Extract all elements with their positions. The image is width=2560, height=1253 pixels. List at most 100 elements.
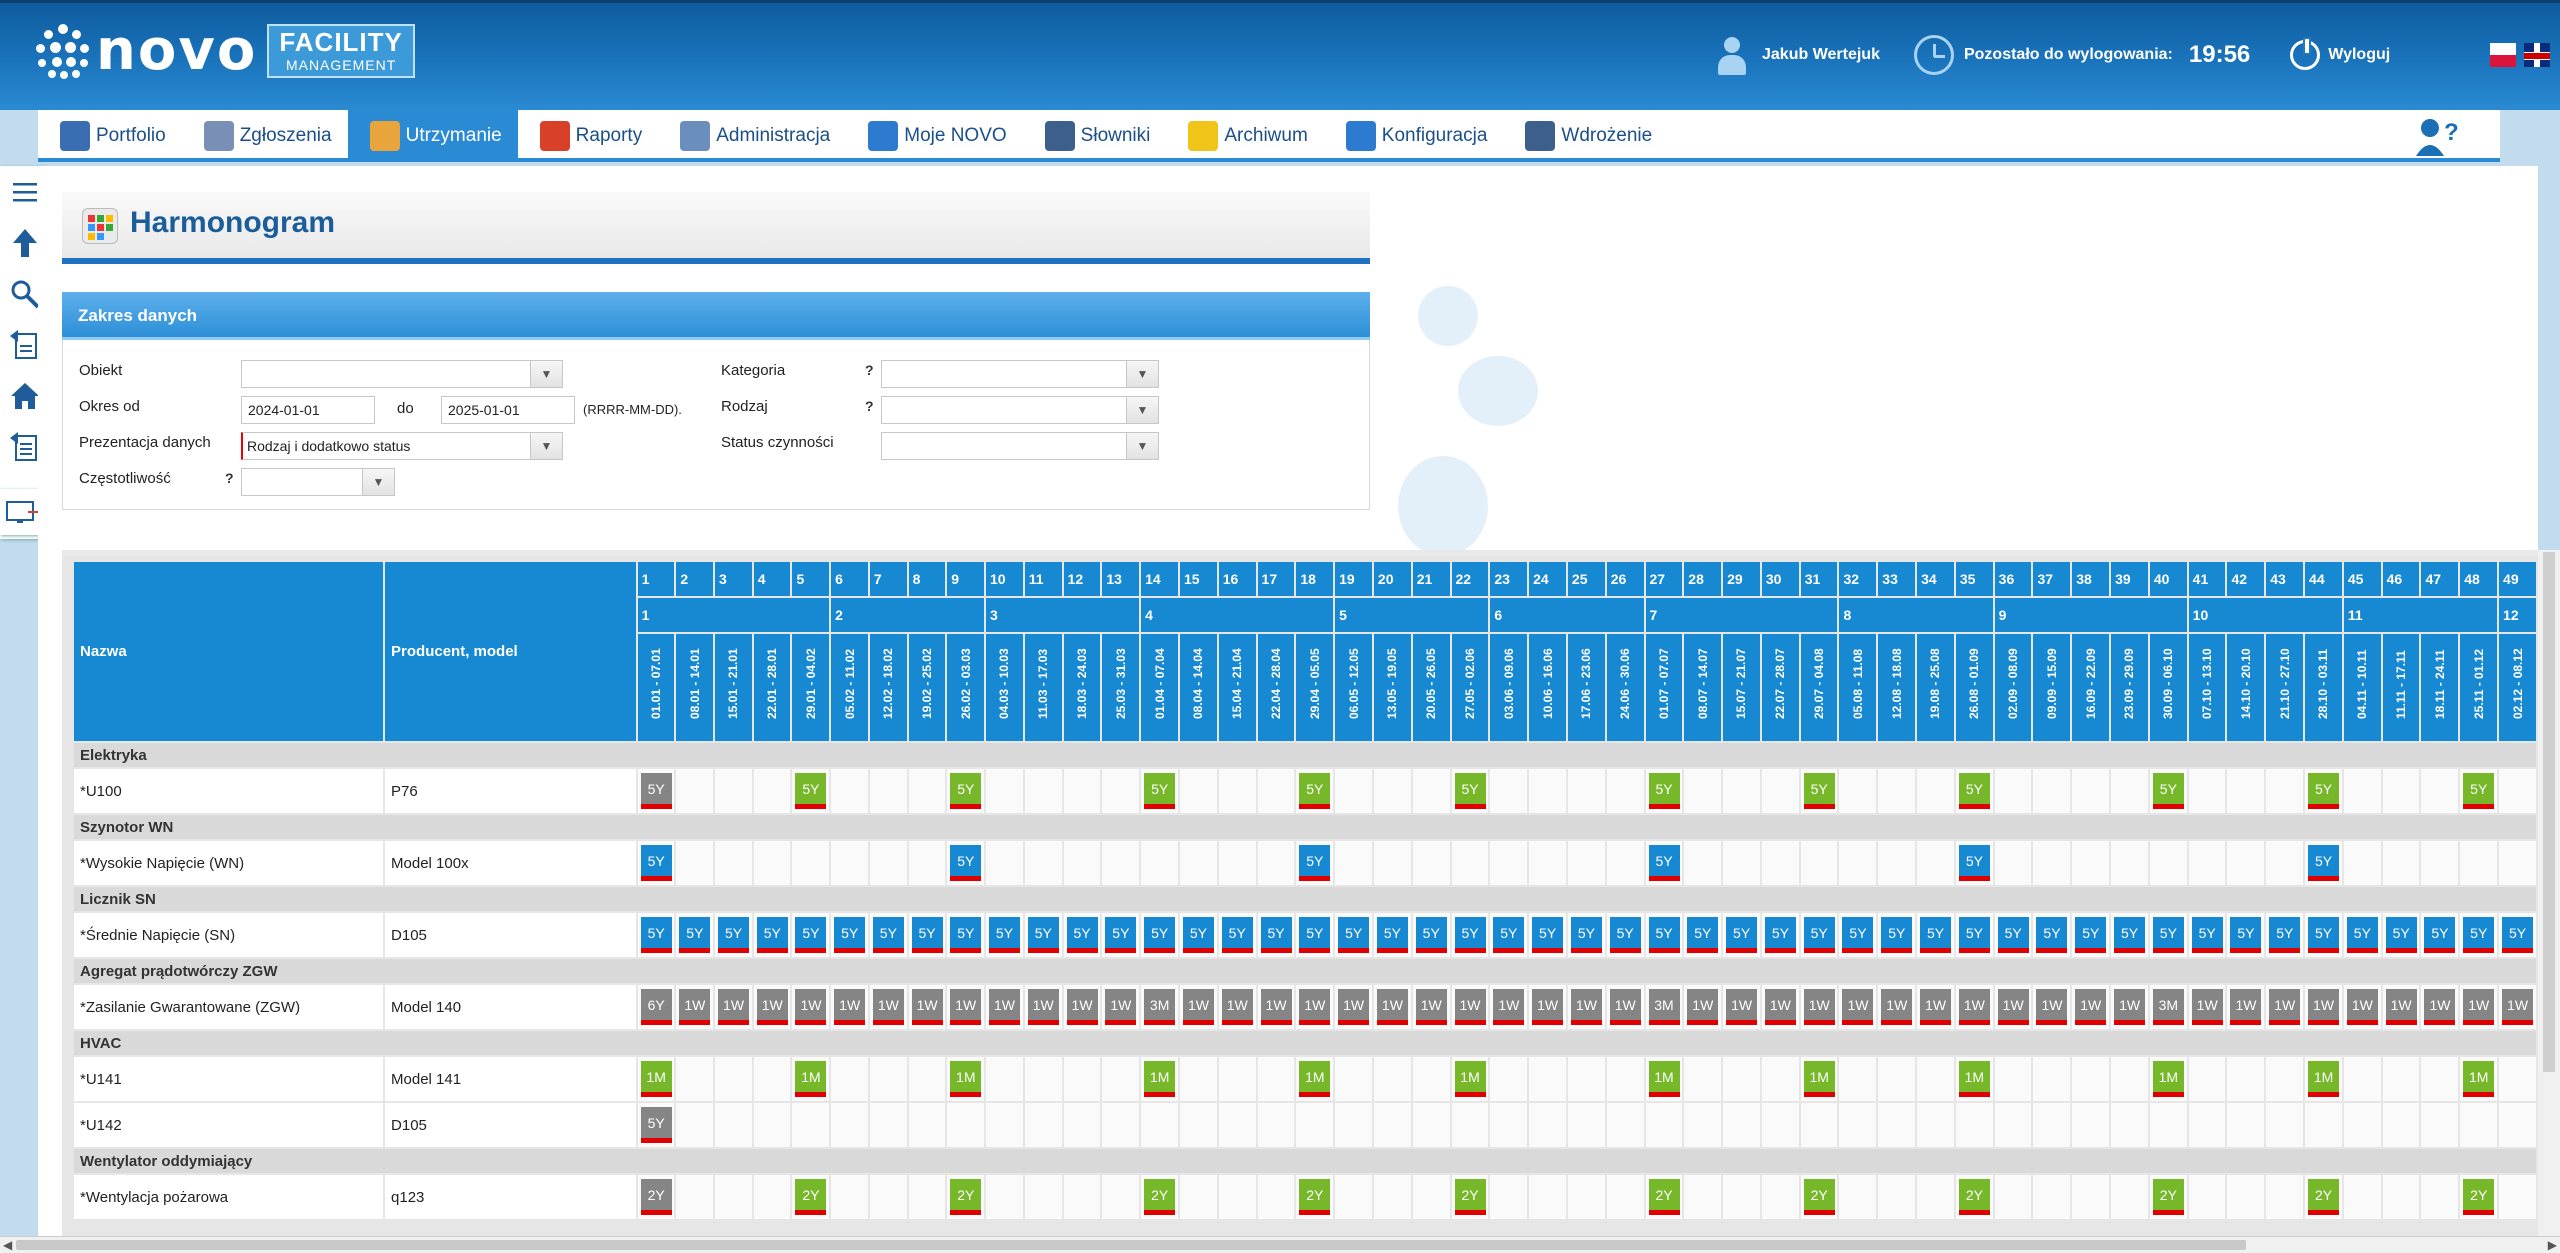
maintenance-badge[interactable]: 2Y — [950, 1179, 982, 1215]
schedule-cell[interactable] — [1994, 1103, 2032, 1147]
schedule-cell[interactable]: 1M — [637, 1057, 675, 1101]
maintenance-badge[interactable]: 1W — [2463, 989, 2495, 1025]
schedule-cell[interactable]: 1W — [1218, 985, 1256, 1029]
schedule-cell[interactable] — [1335, 1175, 1372, 1219]
schedule-cell[interactable]: 5Y — [753, 913, 791, 957]
chevron-down-icon[interactable]: ▼ — [362, 469, 394, 495]
schedule-cell[interactable]: 1W — [1567, 985, 1605, 1029]
scroll-right-icon[interactable]: ▶ — [2547, 1238, 2557, 1252]
filter-section-header[interactable]: Zakres danych — [62, 292, 1370, 340]
arrow-up-icon[interactable] — [0, 217, 50, 268]
schedule-cell[interactable]: 5Y — [2033, 913, 2071, 957]
schedule-cell[interactable] — [2266, 841, 2304, 885]
schedule-cell[interactable] — [1412, 769, 1450, 813]
maintenance-badge[interactable]: 5Y — [950, 845, 982, 881]
column-header-name[interactable]: Nazwa — [74, 562, 384, 741]
logout-link[interactable]: Wyloguj — [2328, 46, 2391, 63]
schedule-cell[interactable]: 1M — [2305, 1057, 2342, 1101]
schedule-cell[interactable] — [831, 1057, 868, 1101]
maintenance-badge[interactable]: 1W — [911, 989, 943, 1025]
maintenance-badge[interactable]: 2Y — [1454, 1179, 1486, 1215]
maintenance-badge[interactable]: 1W — [1920, 989, 1952, 1025]
maintenance-badge[interactable]: 1W — [1027, 989, 1059, 1025]
schedule-cell[interactable]: 1W — [2188, 985, 2226, 1029]
maintenance-badge[interactable]: 1W — [756, 989, 788, 1025]
maintenance-badge[interactable]: 5Y — [988, 917, 1020, 953]
schedule-cell[interactable]: 1W — [1373, 985, 1411, 1029]
schedule-cell[interactable] — [1373, 1057, 1411, 1101]
maintenance-badge[interactable]: 5Y — [2502, 917, 2534, 953]
schedule-cell[interactable]: 3M — [2149, 985, 2187, 1029]
maintenance-badge[interactable]: 1W — [1687, 989, 1719, 1025]
maintenance-badge[interactable]: 1M — [2308, 1061, 2340, 1097]
schedule-cell[interactable]: 5Y — [1800, 913, 1838, 957]
maintenance-badge[interactable]: 5Y — [640, 1107, 672, 1143]
maintenance-badge[interactable]: 1W — [1881, 989, 1913, 1025]
schedule-cell[interactable] — [1024, 1103, 1062, 1147]
maintenance-badge[interactable]: 1W — [1958, 989, 1990, 1025]
schedule-cell[interactable] — [2382, 1057, 2420, 1101]
schedule-cell[interactable]: 1W — [676, 985, 714, 1029]
maintenance-badge[interactable]: 1W — [872, 989, 904, 1025]
maintenance-badge[interactable]: 5Y — [1997, 917, 2029, 953]
schedule-cell[interactable] — [1606, 1103, 1644, 1147]
nav-item-1[interactable]: Zgłoszenia — [182, 110, 348, 162]
schedule-cell[interactable] — [1567, 1057, 1605, 1101]
maintenance-badge[interactable]: 1W — [1221, 989, 1253, 1025]
czestotliwosc-select[interactable]: ▼ — [241, 468, 395, 496]
schedule-cell[interactable] — [1878, 769, 1916, 813]
schedule-cell[interactable]: 1W — [2111, 985, 2148, 1029]
schedule-cell[interactable]: 5Y — [1257, 913, 1295, 957]
column-header-model[interactable]: Producent, model — [385, 562, 636, 741]
schedule-cell[interactable] — [985, 1057, 1023, 1101]
maintenance-badge[interactable]: 5Y — [795, 917, 827, 953]
schedule-cell[interactable]: 5Y — [947, 841, 984, 885]
schedule-cell[interactable] — [715, 1103, 752, 1147]
maintenance-badge[interactable]: 1W — [1493, 989, 1525, 1025]
maintenance-badge[interactable]: 2Y — [640, 1179, 672, 1215]
schedule-cell[interactable] — [1451, 1103, 1489, 1147]
schedule-cell[interactable]: 5Y — [792, 769, 830, 813]
maintenance-badge[interactable]: 5Y — [2424, 917, 2456, 953]
scrollbar-thumb[interactable] — [16, 1240, 2246, 1250]
maintenance-badge[interactable]: 5Y — [1570, 917, 1602, 953]
maintenance-badge[interactable]: 2Y — [2152, 1179, 2184, 1215]
maintenance-badge[interactable]: 5Y — [2308, 773, 2340, 809]
chevron-down-icon[interactable]: ▼ — [1126, 397, 1158, 423]
schedule-cell[interactable] — [1102, 1103, 1140, 1147]
schedule-cell[interactable] — [1567, 769, 1605, 813]
schedule-cell[interactable]: 5Y — [1179, 913, 1217, 957]
maintenance-badge[interactable]: 1W — [1803, 989, 1835, 1025]
maintenance-badge[interactable]: 5Y — [1182, 917, 1214, 953]
schedule-cell[interactable] — [2072, 1057, 2110, 1101]
maintenance-badge[interactable]: 1W — [834, 989, 866, 1025]
maintenance-badge[interactable]: 3M — [1144, 989, 1176, 1025]
schedule-cell[interactable]: 1W — [1335, 985, 1372, 1029]
schedule-cell[interactable]: 5Y — [2499, 913, 2536, 957]
kategoria-select[interactable]: ▼ — [881, 360, 1159, 388]
schedule-cell[interactable] — [1024, 841, 1062, 885]
maintenance-badge[interactable]: 5Y — [950, 773, 982, 809]
schedule-cell[interactable] — [676, 769, 714, 813]
chevron-down-icon[interactable]: ▼ — [1126, 361, 1158, 387]
rodzaj-select[interactable]: ▼ — [881, 396, 1159, 424]
maintenance-badge[interactable]: 5Y — [2152, 917, 2184, 953]
chevron-down-icon[interactable]: ▼ — [1126, 433, 1158, 459]
schedule-cell[interactable] — [1373, 769, 1411, 813]
schedule-cell[interactable] — [2033, 1175, 2071, 1219]
schedule-cell[interactable]: 1M — [2149, 1057, 2187, 1101]
asset-name[interactable]: *Wentylacja pożarowa — [74, 1175, 384, 1219]
schedule-cell[interactable] — [1141, 1103, 1178, 1147]
schedule-cell[interactable]: 5Y — [1567, 913, 1605, 957]
schedule-cell[interactable]: 1W — [753, 985, 791, 1029]
schedule-cell[interactable]: 5Y — [2111, 913, 2148, 957]
maintenance-badge[interactable]: 1W — [718, 989, 750, 1025]
schedule-cell[interactable] — [1839, 769, 1877, 813]
schedule-cell[interactable]: 5Y — [2305, 913, 2342, 957]
schedule-cell[interactable] — [1761, 1057, 1799, 1101]
schedule-cell[interactable]: 5Y — [1102, 913, 1140, 957]
schedule-cell[interactable] — [1063, 1175, 1101, 1219]
schedule-cell[interactable]: 1M — [1296, 1057, 1334, 1101]
nav-item-4[interactable]: Administracja — [658, 110, 846, 162]
maintenance-badge[interactable]: 1W — [2346, 989, 2378, 1025]
